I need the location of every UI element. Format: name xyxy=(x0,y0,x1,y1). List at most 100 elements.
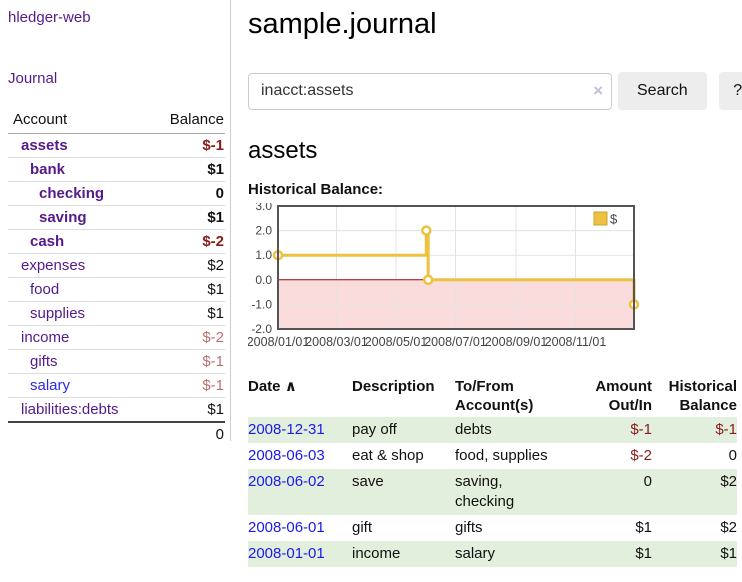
account-row: cash $-2 xyxy=(8,229,225,254)
transaction-row[interactable]: 2008-06-01 gift gifts $1 $2 xyxy=(248,515,737,541)
account-balance: $2 xyxy=(152,253,225,278)
transaction-accounts: food, supplies xyxy=(455,447,548,464)
accounts-header-balance: Balance xyxy=(152,107,225,134)
transaction-date-link[interactable]: 2008-06-01 xyxy=(248,519,325,536)
account-row: checking 0 xyxy=(8,181,225,206)
balance-chart-svg: $3.0 2.0 1.0 0.0 -1.0 -2.02008/01/012008/03/0… xyxy=(247,199,640,349)
transaction-date-link[interactable]: 2008-06-03 xyxy=(248,447,325,464)
account-balance: $1 xyxy=(152,277,225,302)
accounts-total-value: 0 xyxy=(152,421,225,446)
transaction-balance: $2 xyxy=(720,519,737,536)
transaction-balance: $1 xyxy=(652,541,737,567)
sidebar-account-link-salary[interactable]: salary xyxy=(30,377,71,394)
sidebar-account-link-saving[interactable]: saving xyxy=(39,209,87,226)
transaction-amount: $1 xyxy=(635,519,652,536)
accounts-header-account: Account xyxy=(8,107,153,134)
account-balance: $1 xyxy=(152,301,225,326)
svg-text:1.0: 1.0 xyxy=(255,248,272,262)
account-balance: $-1 xyxy=(152,133,225,158)
brand-link[interactable]: hledger-web xyxy=(8,9,91,26)
sidebar-account-link-supplies[interactable]: supplies xyxy=(30,305,86,322)
transaction-accounts: debts xyxy=(455,417,592,443)
register-header-amount: Amount Out/In xyxy=(595,378,652,414)
account-balance: $1 xyxy=(152,157,225,182)
svg-text:2008/11/01: 2008/11/01 xyxy=(545,335,607,349)
account-balance: $-1 xyxy=(152,373,225,398)
register-header-date[interactable]: Date ∧ xyxy=(248,378,297,395)
account-row: expenses $2 xyxy=(8,253,225,278)
sidebar-item-journal[interactable]: Journal xyxy=(8,70,58,87)
transaction-description: save xyxy=(352,469,455,515)
svg-text:3.0: 3.0 xyxy=(255,203,272,213)
svg-text:0.0: 0.0 xyxy=(255,273,272,287)
svg-text:2008/07/01: 2008/07/01 xyxy=(424,335,487,349)
sidebar: hledger-web Journal Account Balance asse… xyxy=(0,0,231,567)
transaction-amount: $-2 xyxy=(630,447,652,464)
sidebar-account-link-checking[interactable]: checking xyxy=(39,185,105,202)
account-balance: $1 xyxy=(152,205,225,230)
svg-text:2008/01/01: 2008/01/01 xyxy=(248,335,309,349)
account-balance: $-2 xyxy=(152,325,225,350)
account-row: supplies $1 xyxy=(8,301,225,326)
account-row: bank $1 xyxy=(8,157,225,182)
sidebar-account-link-food[interactable]: food xyxy=(30,281,60,298)
sidebar-account-link-cash[interactable]: cash xyxy=(30,233,65,250)
sidebar-account-link-bank[interactable]: bank xyxy=(30,161,66,178)
transaction-amount: 0 xyxy=(592,469,652,515)
transaction-row[interactable]: 2008-12-31 pay off debts $-1 $-1 xyxy=(248,417,737,443)
account-balance: $-1 xyxy=(152,349,225,374)
page-title: sample.journal xyxy=(248,8,437,40)
sidebar-account-link-income[interactable]: income xyxy=(21,329,70,346)
transaction-accounts: saving, checking xyxy=(455,469,592,515)
svg-text:2.0: 2.0 xyxy=(255,224,272,238)
transaction-row[interactable]: 2008-01-01 income salary $1 $1 xyxy=(248,541,737,567)
search-input[interactable] xyxy=(248,72,612,110)
transaction-balance: 0 xyxy=(728,447,737,464)
account-heading: assets xyxy=(248,137,318,164)
sidebar-account-link-gifts[interactable]: gifts xyxy=(30,353,58,370)
search-row: × Search ? xyxy=(248,72,742,110)
historical-balance-chart: $3.0 2.0 1.0 0.0 -1.0 -2.0 2008/01/01 2008/03/0… xyxy=(247,199,742,358)
account-row: assets $-1 xyxy=(8,133,225,158)
transaction-description: eat & shop xyxy=(352,447,424,464)
transaction-accounts: gifts xyxy=(455,519,483,536)
transaction-row[interactable]: 2008-06-02 save saving, checking 0 $2 xyxy=(248,469,737,515)
accounts-table: Account Balance assets $-1 bank $1 checking 0… xyxy=(8,107,225,446)
account-balance: $1 xyxy=(207,401,224,418)
svg-text:2008/05/01: 2008/05/01 xyxy=(365,335,428,349)
sidebar-account-link-liabilities-debts[interactable]: liabilities:debts xyxy=(21,401,119,418)
svg-text:-2.0: -2.0 xyxy=(251,322,272,336)
transaction-amount: $1 xyxy=(592,541,652,567)
account-row: gifts $-1 xyxy=(8,349,225,374)
app-window: hledger-web Journal Account Balance asse… xyxy=(0,0,742,567)
transaction-balance: $-1 xyxy=(652,417,737,443)
transaction-date-link[interactable]: 2008-12-31 xyxy=(248,421,325,438)
sidebar-account-link-assets[interactable]: assets xyxy=(21,137,68,154)
svg-text:$: $ xyxy=(610,212,618,227)
account-balance: $-2 xyxy=(152,229,225,254)
svg-text:2008/09/01: 2008/09/01 xyxy=(485,335,548,349)
search-button[interactable]: Search xyxy=(618,72,707,110)
clear-search-icon[interactable]: × xyxy=(593,80,603,100)
sort-asc-icon: ∧ xyxy=(284,378,297,395)
account-balance: 0 xyxy=(152,181,225,206)
help-button[interactable]: ? xyxy=(718,72,742,110)
account-row: saving $1 xyxy=(8,205,225,230)
transaction-description: income xyxy=(352,541,455,567)
transaction-date-link[interactable]: 2008-01-01 xyxy=(248,545,325,562)
transaction-balance: $2 xyxy=(652,469,737,515)
transaction-accounts: salary xyxy=(455,541,592,567)
account-row: food $1 xyxy=(8,277,225,302)
svg-text:2008/03/01: 2008/03/01 xyxy=(305,335,368,349)
sidebar-account-link-expenses[interactable]: expenses xyxy=(21,257,86,274)
transaction-description: gift xyxy=(352,519,373,536)
search-box: × xyxy=(248,72,612,110)
register-table: Date ∧ Description To/From Account(s) Am… xyxy=(248,375,737,567)
svg-text:-1.0: -1.0 xyxy=(251,297,272,311)
account-row: liabilities:debts $1 xyxy=(8,398,225,423)
register-header-balance: Historical Balance xyxy=(668,378,737,414)
transaction-row[interactable]: 2008-06-03 eat & shop food, supplies $-2 0 xyxy=(248,443,737,469)
account-row: salary $-1 xyxy=(8,373,225,398)
sidebar-divider xyxy=(230,0,231,441)
transaction-date-link[interactable]: 2008-06-02 xyxy=(248,473,325,490)
